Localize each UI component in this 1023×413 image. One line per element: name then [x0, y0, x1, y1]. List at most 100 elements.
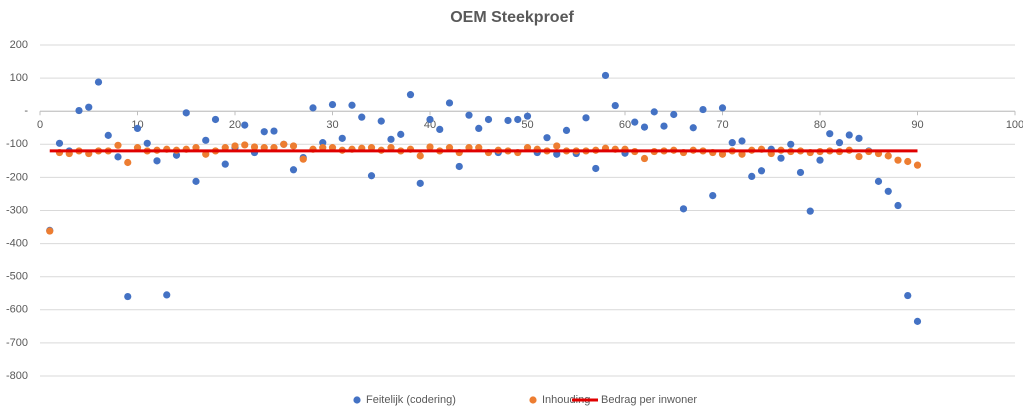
- point: [709, 192, 717, 200]
- point: [270, 127, 278, 135]
- point: [260, 144, 268, 152]
- x-tick-label: 80: [814, 119, 826, 131]
- point: [289, 166, 298, 174]
- point: [46, 227, 54, 235]
- point: [748, 172, 756, 181]
- point: [904, 291, 912, 300]
- point: [143, 139, 151, 147]
- point: [592, 164, 600, 173]
- y-tick-label: -200: [6, 171, 28, 183]
- y-tick-label: -100: [6, 138, 28, 150]
- point: [650, 108, 658, 116]
- point: [543, 134, 551, 142]
- point: [221, 160, 229, 168]
- point: [523, 112, 532, 120]
- point: [75, 106, 83, 115]
- point: [699, 105, 707, 114]
- point: [806, 207, 814, 215]
- y-tick-label: -800: [6, 370, 28, 382]
- point: [826, 130, 834, 138]
- point: [133, 124, 142, 133]
- point: [884, 187, 892, 195]
- point: [777, 154, 785, 162]
- point: [406, 91, 415, 99]
- y-tick-label: 200: [10, 39, 28, 51]
- point: [855, 134, 863, 142]
- x-tick-label: 100: [1006, 119, 1023, 131]
- point: [387, 135, 395, 143]
- point: [660, 122, 668, 130]
- point: [670, 110, 678, 119]
- point: [163, 291, 171, 299]
- point: [231, 142, 239, 150]
- point: [328, 100, 337, 109]
- point: [796, 168, 805, 177]
- x-tick-label: 20: [229, 119, 241, 131]
- point: [718, 150, 727, 158]
- point: [250, 143, 259, 151]
- point: [348, 101, 356, 109]
- point: [562, 126, 571, 134]
- point: [582, 114, 590, 122]
- point: [367, 144, 376, 152]
- point: [553, 142, 561, 150]
- point: [904, 157, 912, 166]
- point: [601, 71, 610, 80]
- point: [787, 140, 795, 148]
- x-tick-label: 0: [37, 119, 43, 131]
- point: [426, 143, 434, 151]
- x-tick-label: 90: [911, 119, 923, 131]
- point: [192, 177, 200, 185]
- point: [94, 78, 103, 86]
- point: [172, 151, 181, 159]
- y-tick-label: 100: [10, 72, 28, 84]
- point: [124, 158, 132, 167]
- legend-label: Inhouding: [542, 394, 590, 406]
- legend-label: Feitelijk (codering): [366, 394, 456, 406]
- point: [504, 116, 512, 125]
- x-tick-label: 40: [424, 119, 436, 131]
- y-tick-label: -600: [6, 304, 28, 316]
- point: [445, 99, 454, 107]
- point: [280, 140, 288, 148]
- point: [338, 134, 346, 142]
- point: [260, 128, 268, 136]
- point: [367, 172, 376, 180]
- point: [133, 144, 142, 152]
- point: [553, 150, 561, 158]
- point: [114, 153, 122, 161]
- point: [426, 115, 434, 124]
- point: [757, 167, 766, 175]
- point: [728, 139, 736, 147]
- point: [85, 103, 93, 111]
- point: [319, 144, 327, 152]
- y-tick-label: -: [24, 105, 28, 117]
- point: [718, 104, 727, 112]
- point: [436, 125, 444, 134]
- point: [738, 150, 746, 158]
- point: [679, 205, 688, 213]
- point: [192, 144, 200, 152]
- point: [153, 157, 161, 165]
- legend-swatch: [529, 396, 537, 404]
- point: [124, 292, 132, 301]
- x-tick-label: 30: [326, 119, 338, 131]
- point: [241, 141, 249, 149]
- point: [328, 144, 337, 152]
- point: [475, 144, 483, 152]
- point: [611, 101, 619, 110]
- y-tick-label: -300: [6, 204, 28, 216]
- point: [845, 131, 853, 139]
- point: [104, 131, 112, 139]
- point: [640, 154, 649, 163]
- point: [738, 137, 746, 145]
- point: [416, 179, 424, 187]
- chart-title: OEM Steekproef: [450, 9, 574, 26]
- point: [319, 139, 327, 147]
- point: [114, 141, 122, 149]
- legend-swatch: [353, 396, 361, 404]
- point: [816, 156, 824, 164]
- point: [211, 115, 220, 124]
